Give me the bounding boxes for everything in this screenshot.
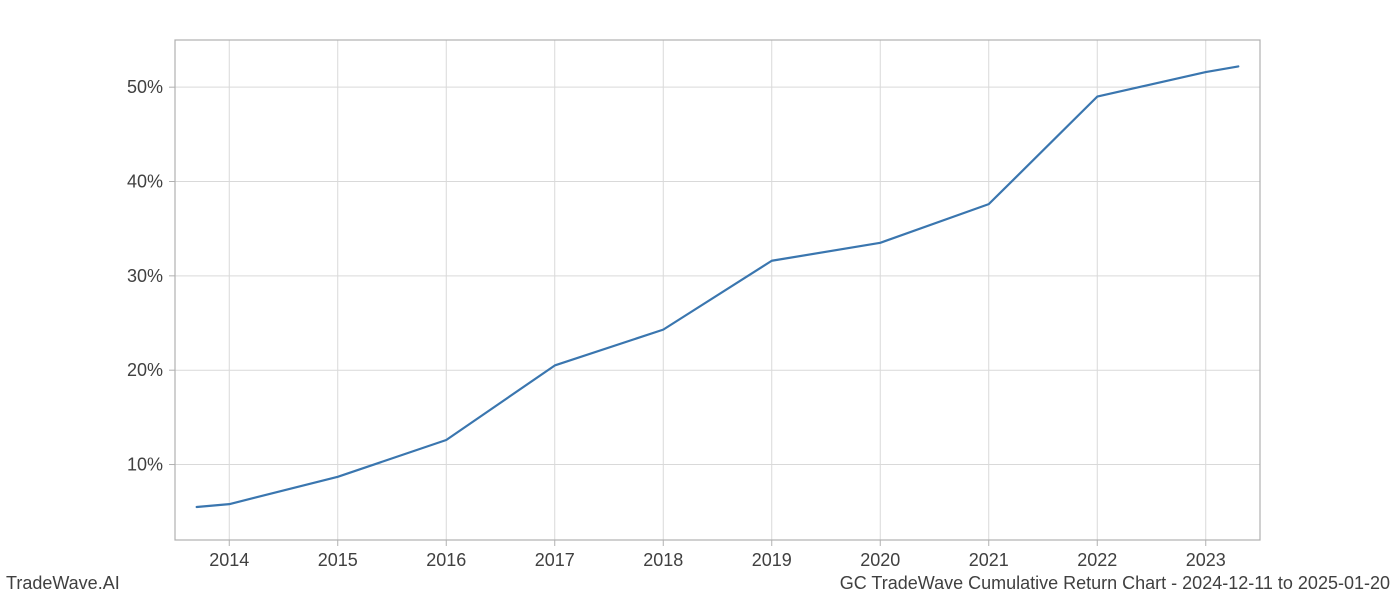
footer-caption: GC TradeWave Cumulative Return Chart - 2… — [840, 573, 1390, 594]
x-tick-label: 2015 — [318, 550, 358, 570]
x-tick-label: 2022 — [1077, 550, 1117, 570]
y-tick-label: 30% — [127, 266, 163, 286]
chart-container: 2014 2015 2016 2017 2018 2019 2020 2021 2022 2023… — [0, 0, 1400, 600]
x-tick-label: 2018 — [643, 550, 683, 570]
footer-brand: TradeWave.AI — [6, 573, 120, 594]
x-tick-label: 2014 — [209, 550, 249, 570]
data-line — [197, 66, 1239, 507]
y-tick-label: 40% — [127, 172, 163, 192]
x-tick-label: 2021 — [969, 550, 1009, 570]
x-tick-label: 2023 — [1186, 550, 1226, 570]
x-tick-label: 2019 — [752, 550, 792, 570]
line-chart: 2014 2015 2016 2017 2018 2019 2020 2021 2022 2023… — [0, 0, 1400, 600]
x-tick-label: 2016 — [426, 550, 466, 570]
x-tick-label: 2020 — [860, 550, 900, 570]
y-tick-label: 10% — [127, 455, 163, 475]
x-tick-label: 2017 — [535, 550, 575, 570]
y-tick-label: 20% — [127, 360, 163, 380]
y-tick-label: 50% — [127, 77, 163, 97]
